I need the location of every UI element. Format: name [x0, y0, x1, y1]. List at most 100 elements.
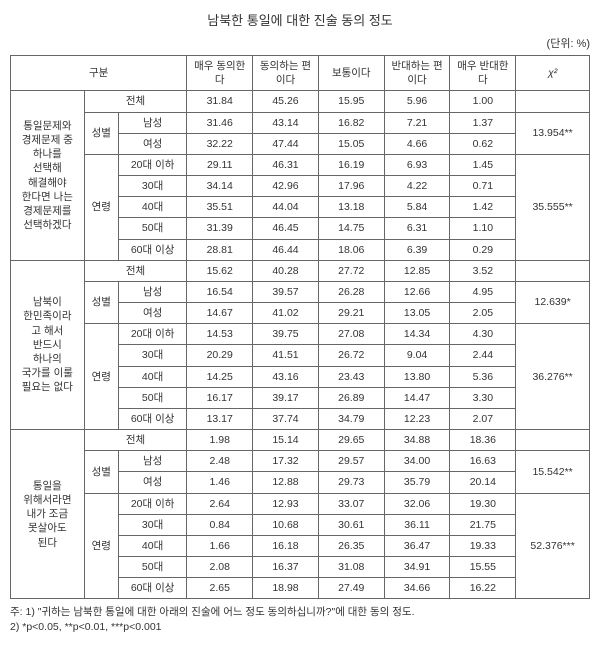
table-cell: 16.37: [253, 557, 319, 578]
block-label: 남북이한민족이라고 해서반드시하나의국가를 이룰필요는 없다: [11, 260, 85, 429]
table-row: 남북이한민족이라고 해서반드시하나의국가를 이룰필요는 없다 전체 15.624…: [11, 260, 590, 281]
chi-cell: 15.542**: [516, 451, 590, 493]
table-cell: 39.57: [253, 281, 319, 302]
table-cell: 42.96: [253, 176, 319, 197]
table-cell: 16.82: [318, 112, 384, 133]
table-cell: 3.30: [450, 387, 516, 408]
table-cell: 29.57: [318, 451, 384, 472]
row-male-label: 남성: [118, 281, 186, 302]
table-cell: 41.02: [253, 303, 319, 324]
table-cell: 6.93: [384, 154, 450, 175]
table-cell: 1.42: [450, 197, 516, 218]
table-cell: 34.91: [384, 557, 450, 578]
table-cell: 13.17: [187, 408, 253, 429]
table-cell: 16.18: [253, 535, 319, 556]
table-cell: 0.29: [450, 239, 516, 260]
table-cell: 39.75: [253, 324, 319, 345]
table-cell: 2.44: [450, 345, 516, 366]
table-cell: 29.73: [318, 472, 384, 493]
table-cell: 36.47: [384, 535, 450, 556]
row-female-label: 여성: [118, 472, 186, 493]
chi-cell: 12.639*: [516, 281, 590, 323]
table-cell: 4.22: [384, 176, 450, 197]
age-label: 연령: [84, 324, 118, 430]
table-cell: 0.62: [450, 133, 516, 154]
row-age-label: 40대: [118, 366, 186, 387]
table-cell: 45.26: [253, 91, 319, 112]
table-cell: 14.53: [187, 324, 253, 345]
table-cell: 26.28: [318, 281, 384, 302]
table-cell: 13.18: [318, 197, 384, 218]
row-age-label: 50대: [118, 387, 186, 408]
row-age-label: 30대: [118, 345, 186, 366]
table-cell: 46.44: [253, 239, 319, 260]
header-group: 구분: [11, 56, 187, 91]
table-title: 남북한 통일에 대한 진술 동의 정도: [10, 10, 590, 29]
table-cell: 26.35: [318, 535, 384, 556]
table-cell: 14.75: [318, 218, 384, 239]
table-cell: 21.75: [450, 514, 516, 535]
row-female-label: 여성: [118, 133, 186, 154]
header-col1: 매우 동의한다: [187, 56, 253, 91]
table-cell: 20.29: [187, 345, 253, 366]
table-cell: 32.06: [384, 493, 450, 514]
table-cell: 16.54: [187, 281, 253, 302]
row-total-label: 전체: [84, 91, 187, 112]
table-cell: 1.37: [450, 112, 516, 133]
block-label: 통일을위해서라면내가 조금못살아도된다: [11, 430, 85, 599]
age-label: 연령: [84, 493, 118, 599]
table-cell: 35.79: [384, 472, 450, 493]
table-cell: 1.46: [187, 472, 253, 493]
table-row: 연령 20대 이하 2.6412.9333.0732.0619.30 52.37…: [11, 493, 590, 514]
table-cell: 13.80: [384, 366, 450, 387]
header-col5: 매우 반대한다: [450, 56, 516, 91]
table-cell: 5.36: [450, 366, 516, 387]
table-cell: 19.30: [450, 493, 516, 514]
table-cell: 7.21: [384, 112, 450, 133]
row-age-label: 60대 이상: [118, 578, 186, 599]
row-age-label: 50대: [118, 218, 186, 239]
table-cell: 27.08: [318, 324, 384, 345]
table-cell: 6.31: [384, 218, 450, 239]
table-cell: 37.74: [253, 408, 319, 429]
row-age-label: 50대: [118, 557, 186, 578]
table-cell: 15.55: [450, 557, 516, 578]
table-cell: 20.14: [450, 472, 516, 493]
table-cell: 31.08: [318, 557, 384, 578]
chi-cell: 36.276**: [516, 324, 590, 430]
table-cell: 33.07: [318, 493, 384, 514]
table-cell: 16.22: [450, 578, 516, 599]
header-chi: χ²: [516, 56, 590, 91]
table-row: 연령 20대 이하 14.5339.7527.0814.344.30 36.27…: [11, 324, 590, 345]
table-cell: 43.14: [253, 112, 319, 133]
row-male-label: 남성: [118, 451, 186, 472]
row-total-label: 전체: [84, 430, 187, 451]
chi-cell: 52.376***: [516, 493, 590, 599]
row-age-label: 20대 이하: [118, 324, 186, 345]
row-male-label: 남성: [118, 112, 186, 133]
table-cell: 1.10: [450, 218, 516, 239]
table-cell: 12.23: [384, 408, 450, 429]
table-cell: 1.00: [450, 91, 516, 112]
table-row: 성별 남성 31.4643.1416.827.211.37 13.954**: [11, 112, 590, 133]
table-cell: 17.96: [318, 176, 384, 197]
chi-cell: 35.555**: [516, 154, 590, 260]
table-cell: 5.84: [384, 197, 450, 218]
table-cell: [516, 91, 590, 112]
age-label: 연령: [84, 154, 118, 260]
table-cell: 16.63: [450, 451, 516, 472]
row-age-label: 40대: [118, 197, 186, 218]
table-cell: 2.64: [187, 493, 253, 514]
table-cell: 36.11: [384, 514, 450, 535]
table-cell: 29.11: [187, 154, 253, 175]
gender-label: 성별: [84, 451, 118, 493]
header-col4: 반대하는 편이다: [384, 56, 450, 91]
table-cell: 15.62: [187, 260, 253, 281]
table-cell: [516, 430, 590, 451]
table-cell: 26.72: [318, 345, 384, 366]
table-cell: 29.65: [318, 430, 384, 451]
table-cell: 15.95: [318, 91, 384, 112]
table-cell: 15.05: [318, 133, 384, 154]
table-cell: 43.16: [253, 366, 319, 387]
table-cell: 12.93: [253, 493, 319, 514]
